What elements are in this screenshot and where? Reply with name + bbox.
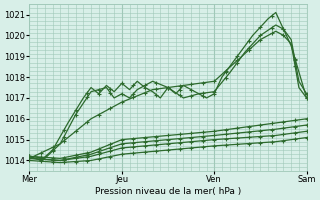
X-axis label: Pression niveau de la mer( hPa ): Pression niveau de la mer( hPa ) <box>95 187 241 196</box>
